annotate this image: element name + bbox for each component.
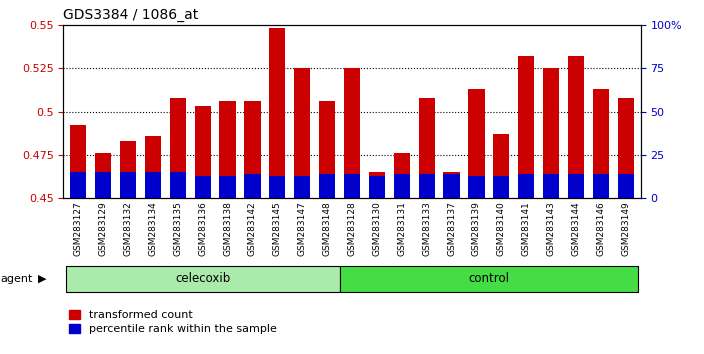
Bar (518, 56, 534, 198)
Bar (70, 172, 87, 198)
Bar (120, 141, 136, 198)
Bar (269, 28, 285, 198)
Bar (294, 176, 310, 198)
Bar (468, 176, 484, 198)
Bar (145, 172, 161, 198)
Bar (494, 134, 510, 198)
Bar (220, 101, 236, 198)
Bar (145, 136, 161, 198)
Bar (95, 172, 111, 198)
Text: celecoxib: celecoxib (175, 272, 230, 285)
Bar (369, 176, 385, 198)
Bar (394, 153, 410, 198)
Bar (294, 68, 310, 198)
Bar (194, 106, 210, 198)
Bar (220, 176, 236, 198)
Bar (269, 176, 285, 198)
Text: agent: agent (1, 274, 33, 284)
Bar (95, 153, 111, 198)
Bar (319, 101, 335, 198)
Bar (244, 101, 260, 198)
Bar (120, 172, 136, 198)
Bar (468, 89, 484, 198)
Bar (339, 266, 638, 292)
Bar (494, 176, 510, 198)
Bar (593, 174, 609, 198)
Bar (444, 172, 460, 198)
Bar (170, 172, 186, 198)
Bar (543, 174, 559, 198)
Bar (617, 174, 634, 198)
Bar (319, 174, 335, 198)
Bar (344, 68, 360, 198)
Bar (419, 174, 435, 198)
Legend: transformed count, percentile rank within the sample: transformed count, percentile rank withi… (69, 310, 277, 334)
Bar (394, 174, 410, 198)
Bar (344, 174, 360, 198)
Bar (593, 89, 609, 198)
Bar (568, 56, 584, 198)
Text: ▶: ▶ (38, 274, 46, 284)
Bar (419, 98, 435, 198)
Bar (617, 98, 634, 198)
Bar (244, 174, 260, 198)
Bar (194, 176, 210, 198)
Bar (170, 98, 186, 198)
Bar (543, 68, 559, 198)
Text: GDS3384 / 1086_at: GDS3384 / 1086_at (63, 8, 199, 22)
Bar (444, 174, 460, 198)
Bar (66, 266, 339, 292)
Bar (70, 125, 87, 198)
Text: control: control (468, 272, 510, 285)
Bar (518, 174, 534, 198)
Bar (568, 174, 584, 198)
Bar (369, 172, 385, 198)
